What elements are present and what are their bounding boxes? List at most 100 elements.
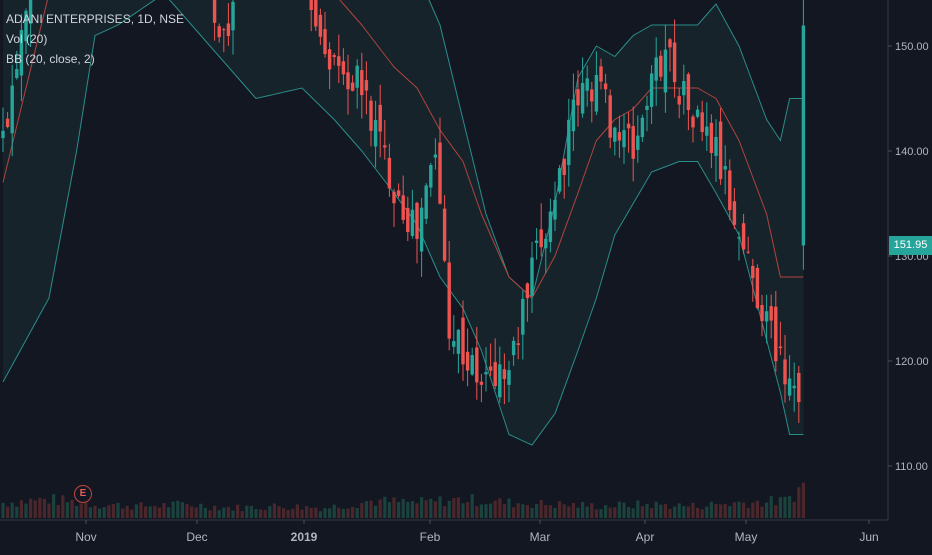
candle-body — [355, 65, 359, 88]
volume-bar — [153, 506, 157, 518]
candle-body — [774, 306, 778, 362]
candle-body — [718, 121, 723, 180]
volume-bar — [93, 505, 97, 518]
candle-body — [580, 82, 585, 114]
volume-bar — [61, 495, 65, 518]
candle-body — [769, 306, 773, 321]
volume-bar — [15, 506, 19, 518]
candle-body — [741, 223, 746, 250]
candle-body — [24, 10, 28, 42]
candle-body — [801, 25, 806, 246]
volume-bar — [714, 504, 718, 518]
volume-bar — [415, 503, 419, 518]
candle-body — [636, 135, 640, 150]
volume-bar — [374, 505, 378, 518]
bollinger-indicator-label[interactable]: BB (20, close, 2) — [6, 52, 95, 66]
candle-body — [360, 70, 364, 96]
volume-bar — [765, 502, 769, 518]
chart-legend: ADANI ENTERPRISES, 1D, NSE Vol (20) BB (… — [6, 9, 184, 69]
volume-bar — [530, 508, 534, 518]
volume-indicator-label[interactable]: Vol (20) — [6, 32, 48, 46]
volume-bar — [217, 510, 221, 518]
candle-body — [231, 1, 235, 31]
candle-body — [783, 359, 787, 385]
volume-bar — [622, 502, 626, 518]
volume-bar — [236, 504, 240, 518]
volume-bar — [558, 501, 562, 518]
volume-bar — [774, 505, 778, 518]
candle-body — [544, 238, 548, 249]
volume-bar — [378, 499, 382, 518]
candle-body — [401, 195, 405, 220]
volume-bar — [203, 507, 207, 518]
volume-bar — [157, 507, 161, 518]
volume-bar — [686, 506, 690, 518]
volume-bar — [249, 505, 253, 518]
volume-bar — [107, 505, 111, 518]
candle-body — [649, 73, 654, 107]
volume-bar — [387, 502, 391, 518]
volume-bar — [148, 506, 152, 518]
volume-bar — [617, 501, 621, 518]
volume-bar — [328, 508, 332, 518]
volume-bar — [553, 507, 557, 518]
candle-body — [645, 105, 649, 111]
candle-body — [378, 104, 382, 132]
candle-body — [539, 229, 543, 248]
volume-bar — [190, 506, 194, 518]
volume-bar — [443, 506, 447, 518]
earnings-marker-icon[interactable]: E — [74, 485, 92, 503]
volume-bar — [420, 497, 424, 518]
volume-bar — [728, 506, 732, 518]
volume-bar — [79, 503, 83, 518]
volume-bar — [341, 508, 345, 518]
volume-bar — [682, 506, 686, 518]
candle-body — [511, 340, 516, 356]
volume-bar — [797, 487, 801, 518]
volume-bar — [516, 503, 520, 518]
candle-body — [608, 95, 612, 138]
volume-bar — [65, 502, 69, 518]
volume-bar — [254, 509, 258, 518]
volume-bar — [268, 506, 272, 518]
volume-bar — [696, 507, 700, 518]
volume-bar — [525, 505, 529, 518]
volume-bar — [355, 508, 359, 518]
volume-bar — [323, 508, 327, 518]
volume-bar — [130, 509, 134, 518]
volume-bar — [351, 506, 355, 518]
candle-body — [327, 49, 332, 70]
candle-body — [787, 378, 792, 396]
volume-bar — [309, 508, 313, 518]
candle-body — [479, 381, 484, 385]
candle-body — [419, 207, 424, 252]
volume-bar — [691, 502, 695, 518]
candle-body — [1, 130, 5, 139]
volume-bar — [52, 494, 56, 518]
last-price-label: 151.95 — [889, 236, 932, 255]
volume-bar — [424, 500, 428, 518]
candle-body — [332, 55, 336, 57]
candle-body — [429, 164, 433, 188]
symbol-title[interactable]: ADANI ENTERPRISES, 1D, NSE — [6, 12, 185, 26]
candle-body — [5, 118, 10, 128]
volume-bar — [199, 503, 203, 518]
candle-body — [737, 237, 741, 239]
candle-body — [764, 311, 769, 322]
candle-body — [548, 211, 553, 242]
volume-bar — [383, 496, 387, 518]
candle-body — [475, 347, 479, 383]
bollinger-fill — [3, 0, 804, 445]
volume-bar — [608, 507, 612, 518]
volume-bar — [410, 501, 414, 518]
volume-bar — [567, 506, 571, 518]
candle-body — [10, 85, 14, 134]
candle-body — [461, 317, 465, 365]
volume-bar — [121, 508, 125, 518]
time-tick-label: Dec — [186, 530, 207, 544]
volume-bar — [144, 506, 148, 518]
volume-bar — [180, 502, 184, 518]
candle-body — [433, 154, 438, 158]
